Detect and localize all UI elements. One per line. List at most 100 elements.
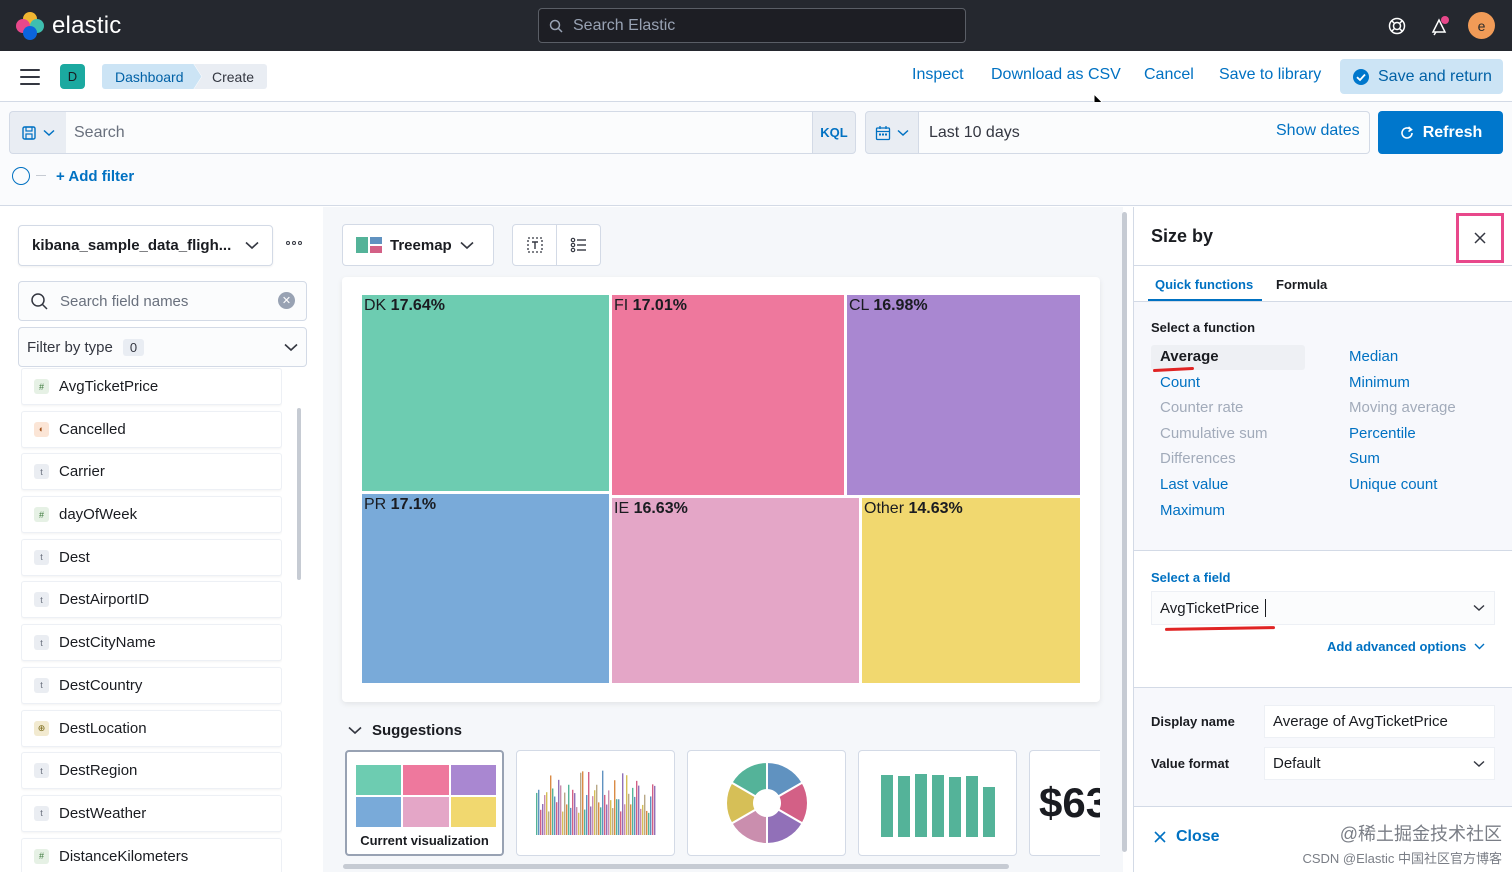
filter-options-icon[interactable]: [12, 167, 30, 185]
field-type-boolean-icon: ◐: [34, 421, 49, 437]
newsfeed-icon[interactable]: [1426, 13, 1452, 39]
field-item[interactable]: t Dest: [21, 538, 282, 576]
breadcrumb-create: Create: [194, 64, 268, 89]
function-option[interactable]: Last value: [1160, 476, 1229, 493]
tile-percent: 16.63%: [633, 500, 688, 517]
function-option[interactable]: Count: [1160, 373, 1201, 391]
field-item[interactable]: # DistanceKilometers: [21, 837, 282, 872]
breadcrumb-dashboard[interactable]: Dashboard: [102, 64, 202, 89]
logo-text: elastic: [52, 12, 122, 39]
treemap-tile-label: Other 14.63%: [864, 500, 963, 518]
workspace-scrollbar[interactable]: [1122, 212, 1127, 852]
show-dates-link[interactable]: Show dates: [1276, 122, 1360, 139]
user-avatar[interactable]: e: [1468, 12, 1495, 39]
elastic-logo[interactable]: elastic: [16, 11, 121, 41]
function-option[interactable]: Average: [1160, 348, 1219, 365]
save-and-return-button[interactable]: Save and return: [1340, 59, 1503, 94]
visualization-type-selector[interactable]: Treemap: [342, 224, 494, 266]
field-item[interactable]: t DestWeather: [21, 794, 282, 832]
suggestions-scrollbar[interactable]: [343, 864, 1009, 869]
suggestions-title: Suggestions: [372, 722, 463, 739]
field-search[interactable]: [18, 281, 307, 321]
value-format-select[interactable]: Default: [1264, 747, 1495, 780]
thumbnail-bar: [618, 799, 620, 835]
query-language-button[interactable]: KQL: [812, 111, 856, 154]
function-option[interactable]: Sum: [1349, 450, 1380, 468]
field-list-scrollbar[interactable]: [297, 408, 301, 580]
flyout-close-button[interactable]: [1456, 213, 1504, 263]
global-search-input[interactable]: [573, 16, 953, 35]
tab-quick-functions[interactable]: Quick functions: [1155, 277, 1254, 292]
save-to-library-link[interactable]: Save to library: [1219, 66, 1322, 83]
suggestion-column-chart[interactable]: [858, 750, 1017, 856]
field-item[interactable]: ◐ Cancelled: [21, 410, 282, 448]
function-option[interactable]: Median: [1349, 348, 1399, 365]
cancel-link[interactable]: Cancel: [1144, 66, 1194, 83]
query-input[interactable]: [66, 112, 812, 153]
field-item[interactable]: # dayOfWeek: [21, 496, 282, 534]
treemap-tile[interactable]: IE 16.63%: [611, 497, 860, 684]
field-search-input[interactable]: [60, 292, 270, 310]
thumbnail-bar: [570, 807, 572, 835]
thumbnail-bar: [614, 780, 616, 835]
field-item[interactable]: t DestAirportID: [21, 581, 282, 619]
field-item[interactable]: t DestCountry: [21, 666, 282, 704]
menu-icon[interactable]: [18, 67, 42, 87]
suggestions-header[interactable]: Suggestions: [348, 722, 462, 739]
function-option[interactable]: Unique count: [1349, 476, 1438, 493]
saved-query-button[interactable]: [9, 111, 66, 154]
function-option[interactable]: Percentile: [1349, 424, 1416, 442]
text-settings-button[interactable]: [513, 225, 556, 265]
function-option[interactable]: Minimum: [1349, 373, 1410, 391]
legend-settings-button[interactable]: [556, 225, 600, 265]
date-range-display[interactable]: Last 10 days: [919, 111, 1370, 154]
global-search[interactable]: [538, 8, 966, 43]
field-item[interactable]: ⊕ DestLocation: [21, 709, 282, 747]
tab-formula[interactable]: Formula: [1276, 277, 1328, 292]
download-csv-link[interactable]: Download as CSV: [991, 66, 1121, 83]
thumbnail-bar: [556, 802, 558, 835]
refresh-icon: [1400, 125, 1413, 139]
field-item[interactable]: t DestCityName: [21, 624, 282, 662]
thumbnail-bar: [538, 789, 540, 835]
suggestion-metric[interactable]: $63: [1029, 750, 1109, 856]
inspect-link[interactable]: Inspect: [912, 66, 964, 83]
help-icon[interactable]: [1384, 13, 1410, 39]
treemap-tile[interactable]: FI 17.01%: [611, 294, 845, 496]
display-name-input[interactable]: [1273, 713, 1494, 730]
flyout-close-link[interactable]: Close: [1154, 828, 1220, 846]
section-divider: [1134, 687, 1512, 688]
save-and-return-label: Save and return: [1378, 67, 1492, 85]
thumbnail-bar: [536, 792, 538, 835]
clear-search-icon[interactable]: ✕: [278, 292, 295, 309]
filter-divider: [36, 175, 46, 176]
active-tab-indicator: [1148, 299, 1262, 301]
thumbnail-bar: [554, 796, 556, 835]
field-combobox[interactable]: AvgTicketPrice: [1151, 591, 1495, 625]
treemap-tile[interactable]: PR 17.1%: [361, 493, 610, 684]
treemap-tile[interactable]: Other 14.63%: [861, 497, 1081, 684]
space-avatar[interactable]: D: [60, 64, 85, 89]
add-filter-button[interactable]: + Add filter: [56, 168, 135, 185]
treemap-tile[interactable]: DK 17.64%: [361, 294, 610, 492]
date-range-label: Last 10 days: [929, 123, 1020, 141]
suggestion-donut-chart[interactable]: [687, 750, 846, 856]
refresh-button[interactable]: Refresh: [1378, 111, 1503, 154]
suggestion-bar-chart[interactable]: [516, 750, 675, 856]
field-item[interactable]: t DestRegion: [21, 752, 282, 790]
treemap-tile[interactable]: CL 16.98%: [846, 294, 1081, 496]
thumbnail-bar: [572, 789, 574, 835]
function-option[interactable]: Maximum: [1160, 501, 1226, 519]
filter-by-type-button[interactable]: Filter by type 0: [18, 327, 307, 367]
index-pattern-selector[interactable]: kibana_sample_data_fligh...: [18, 225, 273, 266]
suggestion-current-visualization[interactable]: Current visualization: [345, 750, 504, 856]
thumbnail-bar: [562, 811, 564, 835]
index-pattern-label: kibana_sample_data_fligh...: [32, 237, 232, 254]
more-options-icon[interactable]: [286, 241, 302, 245]
date-quick-menu-button[interactable]: [865, 111, 919, 154]
add-advanced-options-button[interactable]: Add advanced options: [1327, 639, 1485, 654]
select-field-label: Select a field: [1151, 570, 1231, 585]
field-item[interactable]: # AvgTicketPrice: [21, 368, 282, 405]
field-item[interactable]: t Carrier: [21, 453, 282, 491]
field-type-string-icon: t: [34, 763, 49, 779]
